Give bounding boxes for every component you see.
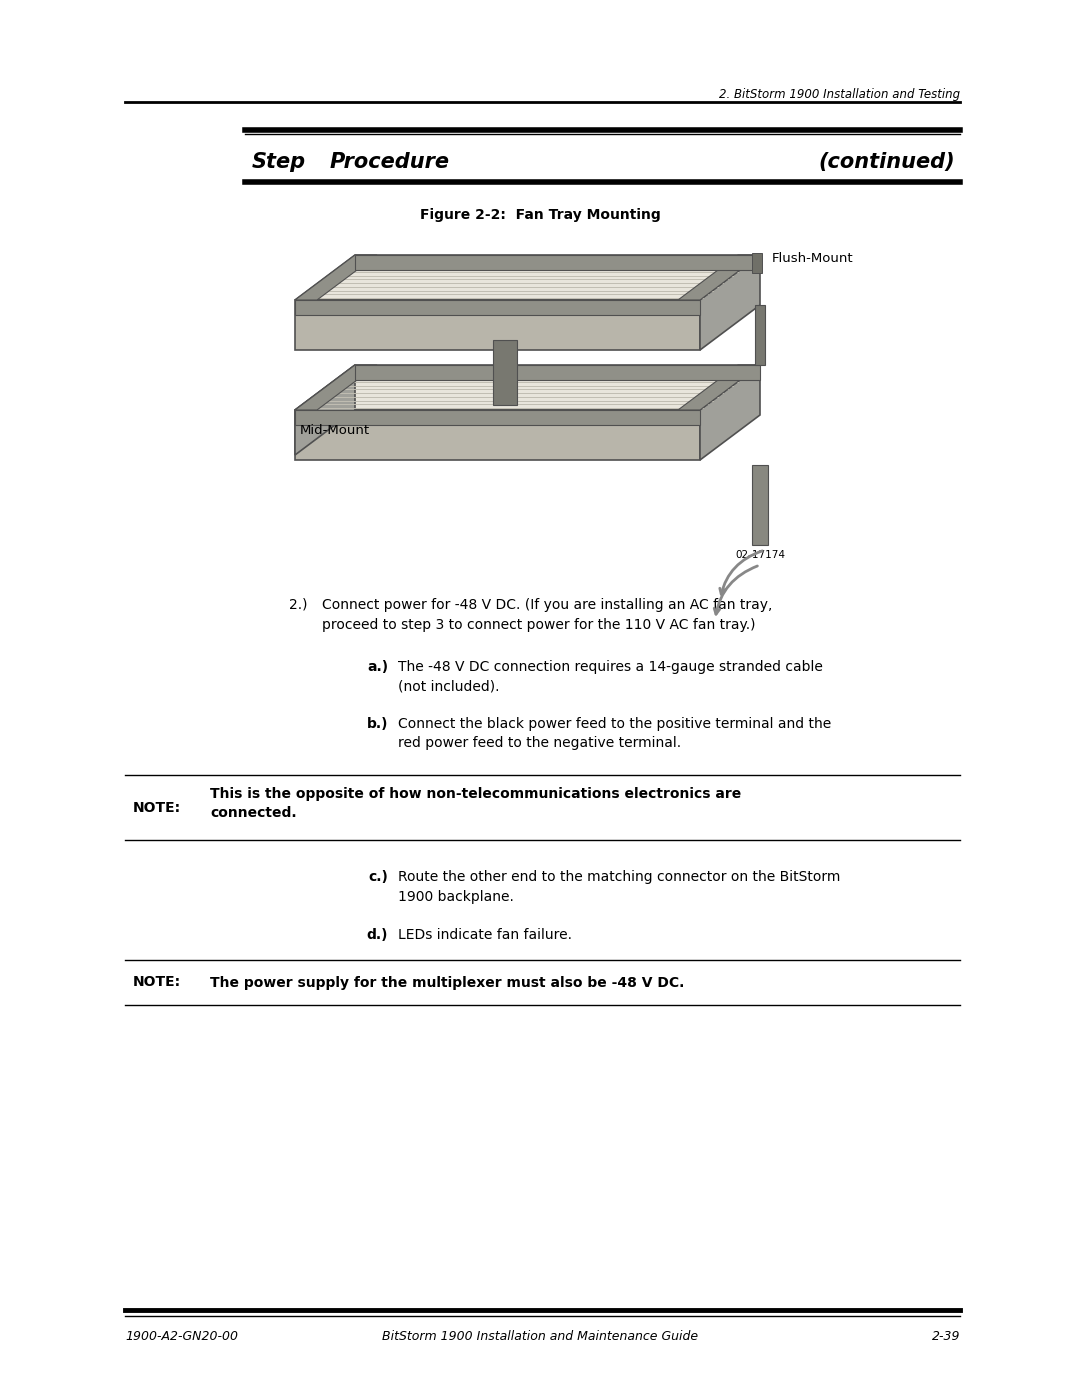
Polygon shape: [295, 365, 760, 409]
Text: NOTE:: NOTE:: [133, 975, 181, 989]
Polygon shape: [355, 365, 760, 380]
Polygon shape: [752, 465, 768, 545]
Text: NOTE:: NOTE:: [133, 800, 181, 814]
Text: 2.): 2.): [289, 598, 308, 612]
Text: c.): c.): [368, 870, 388, 884]
Text: The -48 V DC connection requires a 14‑gauge stranded cable
(not included).: The -48 V DC connection requires a 14‑ga…: [399, 659, 823, 693]
Text: b.): b.): [366, 717, 388, 731]
Polygon shape: [295, 256, 760, 300]
Text: Connect the black power feed to the positive terminal and the
red power feed to : Connect the black power feed to the posi…: [399, 717, 832, 750]
Polygon shape: [678, 365, 760, 409]
Polygon shape: [492, 339, 517, 405]
Polygon shape: [295, 409, 700, 460]
Polygon shape: [755, 305, 765, 365]
Text: a.): a.): [367, 659, 388, 673]
Text: Step: Step: [252, 152, 306, 172]
Text: (continued): (continued): [819, 152, 955, 172]
Text: 1900-A2-GN20-00: 1900-A2-GN20-00: [125, 1330, 238, 1343]
Text: Procedure: Procedure: [330, 152, 450, 172]
Polygon shape: [700, 365, 760, 460]
Polygon shape: [700, 256, 760, 351]
Text: BitStorm 1900 Installation and Maintenance Guide: BitStorm 1900 Installation and Maintenan…: [382, 1330, 698, 1343]
Polygon shape: [295, 365, 355, 455]
Polygon shape: [295, 256, 377, 300]
Text: 2-39: 2-39: [931, 1330, 960, 1343]
Text: Flush-Mount: Flush-Mount: [772, 251, 853, 264]
Text: Connect power for -48 V DC. (If you are installing an AC fan tray,
proceed to st: Connect power for -48 V DC. (If you are …: [322, 598, 772, 631]
Text: Route the other end to the matching connector on the BitStorm
1900 backplane.: Route the other end to the matching conn…: [399, 870, 840, 904]
Text: LEDs indicate fan failure.: LEDs indicate fan failure.: [399, 928, 572, 942]
Polygon shape: [295, 300, 700, 314]
Polygon shape: [355, 256, 760, 270]
Text: Figure 2-2:  Fan Tray Mounting: Figure 2-2: Fan Tray Mounting: [420, 208, 660, 222]
Text: 02-17174: 02-17174: [735, 550, 785, 560]
Text: This is the opposite of how non-telecommunications electronics are
connected.: This is the opposite of how non-telecomm…: [210, 787, 741, 820]
Text: d.): d.): [366, 928, 388, 942]
Polygon shape: [752, 253, 762, 272]
Polygon shape: [295, 409, 700, 425]
Polygon shape: [295, 365, 377, 409]
Text: 2. BitStorm 1900 Installation and Testing: 2. BitStorm 1900 Installation and Testin…: [719, 88, 960, 101]
Polygon shape: [678, 256, 760, 300]
Polygon shape: [295, 300, 700, 351]
Text: The power supply for the multiplexer must also be -48 V DC.: The power supply for the multiplexer mus…: [210, 975, 685, 989]
Text: Mid-Mount: Mid-Mount: [300, 423, 370, 436]
